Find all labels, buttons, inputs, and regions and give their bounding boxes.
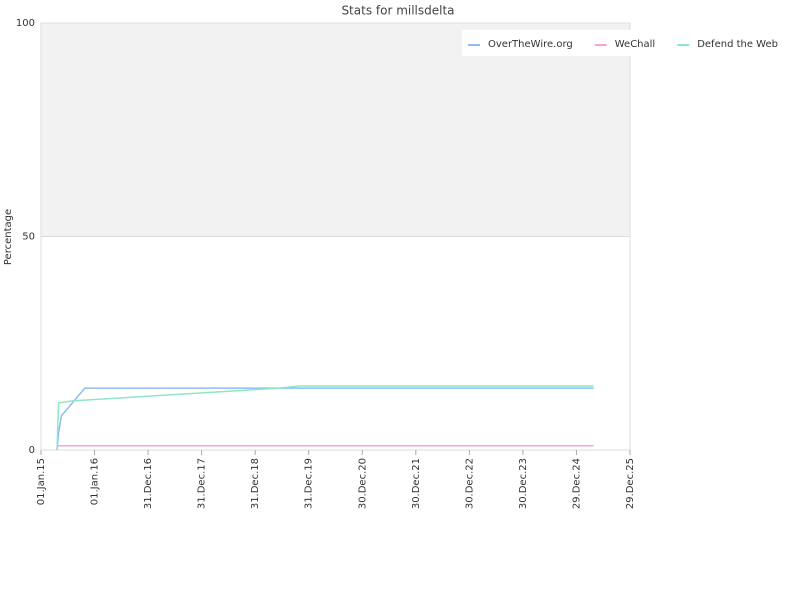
x-tick-label: 31.Dec.17 — [197, 458, 208, 509]
x-tick-label: 30.Dec.22 — [464, 458, 475, 509]
plot-band — [41, 23, 630, 237]
x-tick-label: 30.Dec.21 — [411, 458, 422, 509]
y-tick-label: 50 — [22, 232, 35, 243]
x-tick-label: 30.Dec.20 — [357, 458, 368, 509]
x-tick-label: 29.Dec.25 — [625, 458, 636, 509]
x-tick-label: 01.Jan.16 — [90, 458, 101, 505]
legend-label: WeChall — [615, 39, 655, 50]
x-tick-label: 29.Dec.24 — [571, 458, 582, 509]
series-line — [56, 385, 594, 451]
x-tick-label: 31.Dec.19 — [304, 458, 315, 509]
x-tick-label: 31.Dec.18 — [250, 458, 261, 509]
y-tick-label: 100 — [16, 18, 35, 29]
x-tick-label: 01.Jan.15 — [36, 458, 47, 505]
x-tick-label: 31.Dec.16 — [143, 458, 154, 509]
legend-label: Defend the Web — [697, 39, 778, 50]
legend-label: OverTheWire.org — [488, 39, 573, 50]
x-tick-label: 30.Dec.23 — [518, 458, 529, 509]
y-tick-label: 0 — [29, 445, 35, 456]
y-axis-label: Percentage — [3, 209, 14, 265]
legend-box — [462, 30, 792, 56]
chart-title: Stats for millsdelta — [341, 4, 454, 18]
